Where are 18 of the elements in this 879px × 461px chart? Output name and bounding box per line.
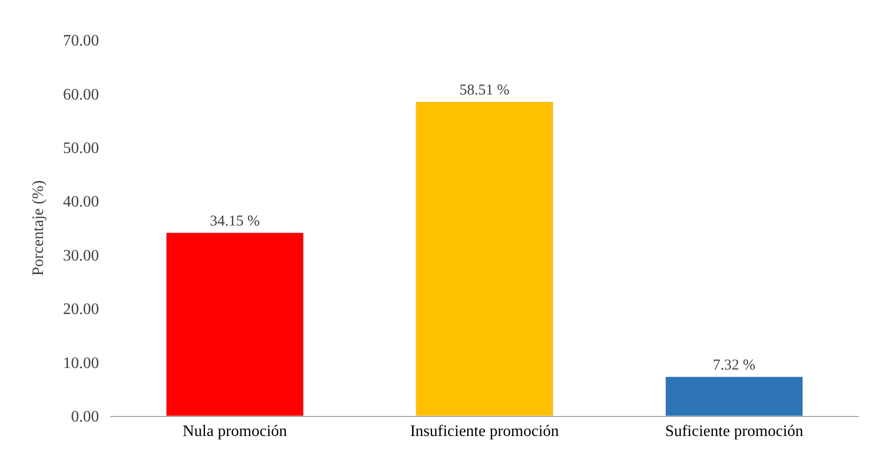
y-tick-label: 20.00 [63, 301, 99, 318]
y-tick-label: 50.00 [63, 140, 99, 158]
y-tick-label: 40.00 [63, 194, 99, 211]
bar [416, 101, 554, 416]
data-label: 34.15 % [210, 214, 260, 230]
y-tick-label: 10.00 [63, 354, 99, 372]
x-tick-label: Nula promoción [182, 423, 288, 440]
y-tick-label: 60.00 [63, 86, 99, 104]
x-tick-label: Insuficiente promoción [410, 423, 559, 440]
y-tick-label: 30.00 [63, 247, 99, 264]
data-label: 58.51 % [460, 82, 510, 99]
y-tick-label: 70.00 [63, 32, 99, 50]
bar [665, 376, 804, 416]
bar [166, 232, 304, 416]
data-label: 7.32 % [712, 358, 756, 374]
x-tick-label: Suficiente promoción [665, 423, 804, 440]
y-axis-title: Porcentaje (%) [30, 180, 47, 276]
y-tick-label: 0.00 [71, 408, 99, 426]
